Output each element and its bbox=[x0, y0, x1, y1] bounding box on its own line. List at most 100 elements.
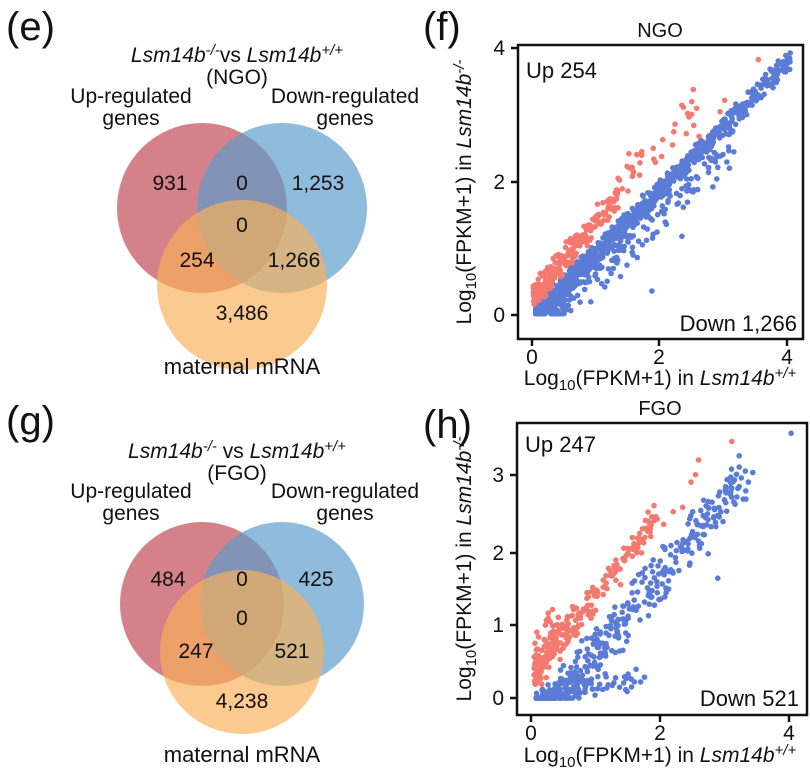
data-point bbox=[685, 540, 691, 547]
data-point bbox=[655, 563, 661, 569]
data-point bbox=[584, 243, 591, 249]
data-point bbox=[630, 546, 637, 553]
data-point bbox=[543, 277, 549, 284]
data-point bbox=[568, 307, 574, 314]
data-point bbox=[714, 176, 720, 182]
data-point bbox=[717, 108, 723, 115]
data-point bbox=[723, 485, 729, 492]
data-point bbox=[650, 145, 656, 152]
data-point bbox=[613, 557, 619, 563]
data-point bbox=[537, 673, 543, 679]
data-point bbox=[569, 260, 576, 266]
data-point bbox=[548, 651, 554, 658]
data-point bbox=[625, 671, 631, 677]
data-point bbox=[600, 200, 606, 206]
data-point bbox=[624, 163, 630, 170]
data-point bbox=[603, 572, 609, 579]
data-point bbox=[788, 430, 794, 437]
data-point bbox=[685, 546, 691, 552]
data-point bbox=[709, 499, 715, 505]
data-point bbox=[729, 438, 735, 445]
data-point bbox=[626, 150, 632, 157]
data-point bbox=[641, 599, 648, 605]
data-point bbox=[772, 79, 779, 85]
count-center: 0 bbox=[236, 214, 248, 237]
data-point bbox=[685, 153, 691, 159]
data-point bbox=[561, 310, 567, 317]
data-point bbox=[579, 263, 586, 269]
data-point bbox=[574, 292, 581, 299]
data-point bbox=[583, 226, 590, 233]
data-point bbox=[577, 279, 584, 285]
data-point bbox=[668, 177, 675, 183]
data-point bbox=[573, 605, 580, 611]
plot-title-ngo: NGO bbox=[637, 20, 683, 42]
venn-circles-g bbox=[120, 522, 364, 734]
data-point bbox=[615, 635, 622, 641]
data-point bbox=[675, 200, 682, 206]
data-point bbox=[638, 148, 645, 155]
data-point bbox=[541, 636, 547, 643]
count-down-maternal: 1,266 bbox=[268, 249, 321, 272]
data-point bbox=[767, 66, 773, 72]
data-point bbox=[550, 255, 556, 262]
maternal-mrna-label: maternal mRNA bbox=[164, 742, 321, 767]
data-point bbox=[625, 238, 631, 245]
annotation-up-254: Up 254 bbox=[526, 58, 597, 83]
data-point bbox=[582, 279, 589, 286]
data-point bbox=[626, 606, 633, 612]
data-point bbox=[603, 580, 609, 586]
y-axis-f: 4 2 0 bbox=[493, 37, 518, 327]
data-point bbox=[686, 114, 692, 120]
data-point bbox=[736, 464, 742, 470]
data-point bbox=[557, 680, 564, 687]
data-point bbox=[689, 509, 696, 515]
data-point bbox=[534, 695, 541, 701]
data-point bbox=[605, 266, 612, 272]
data-point bbox=[598, 221, 604, 227]
y-axis-label-h: Log10(FPKM+1) in Lsm14b-/- bbox=[451, 437, 480, 702]
data-point bbox=[597, 253, 604, 260]
data-point bbox=[642, 517, 649, 524]
data-point bbox=[689, 550, 695, 556]
data-point bbox=[555, 639, 561, 646]
data-point bbox=[657, 596, 664, 602]
plot-title-fgo: FGO bbox=[638, 398, 681, 420]
data-point bbox=[545, 610, 551, 616]
data-point bbox=[636, 172, 643, 178]
data-point bbox=[556, 626, 562, 633]
data-point bbox=[607, 572, 614, 579]
data-point bbox=[613, 187, 620, 193]
count-up-only: 484 bbox=[150, 568, 185, 591]
data-point bbox=[617, 273, 624, 280]
data-point bbox=[543, 649, 550, 655]
data-point bbox=[677, 171, 683, 178]
data-point bbox=[657, 558, 663, 564]
data-point bbox=[549, 265, 556, 271]
data-point bbox=[582, 653, 588, 660]
data-point bbox=[636, 530, 643, 537]
data-point bbox=[614, 628, 620, 634]
data-point bbox=[716, 135, 723, 141]
down-regulated-label-line2: genes bbox=[316, 107, 373, 130]
data-point bbox=[644, 214, 651, 220]
data-point bbox=[749, 102, 755, 108]
data-point bbox=[754, 81, 761, 88]
data-point bbox=[725, 144, 732, 150]
data-point bbox=[637, 160, 643, 166]
data-point bbox=[685, 181, 692, 188]
data-point bbox=[535, 634, 542, 640]
data-point bbox=[607, 243, 614, 249]
data-point bbox=[573, 625, 579, 631]
data-point bbox=[672, 121, 678, 127]
data-point bbox=[595, 673, 601, 680]
data-point bbox=[562, 244, 569, 251]
data-point bbox=[557, 648, 563, 654]
data-point bbox=[657, 177, 664, 183]
data-point bbox=[579, 638, 585, 644]
data-point bbox=[533, 659, 539, 666]
data-point bbox=[659, 136, 666, 143]
data-point bbox=[535, 652, 542, 659]
data-point bbox=[721, 497, 728, 503]
count-up-down: 0 bbox=[236, 568, 248, 591]
